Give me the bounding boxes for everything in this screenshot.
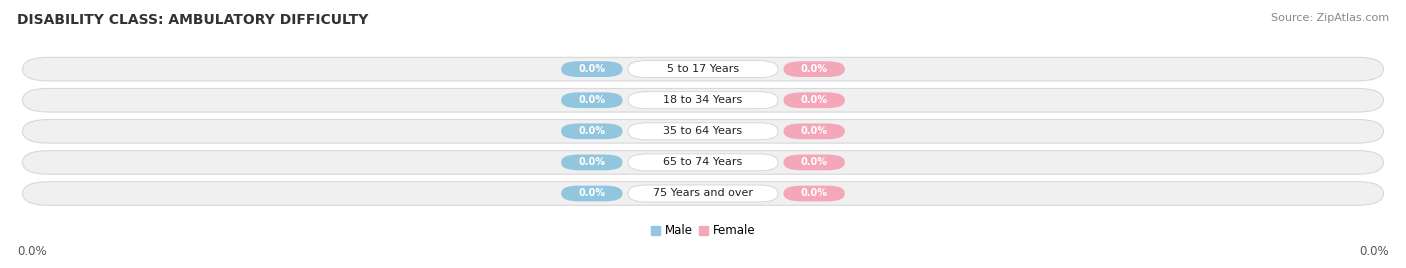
- Text: 65 to 74 Years: 65 to 74 Years: [664, 157, 742, 168]
- Legend: Male, Female: Male, Female: [651, 224, 755, 237]
- FancyBboxPatch shape: [783, 61, 845, 77]
- Text: 18 to 34 Years: 18 to 34 Years: [664, 95, 742, 105]
- Text: 75 Years and over: 75 Years and over: [652, 188, 754, 199]
- Text: 0.0%: 0.0%: [578, 95, 606, 105]
- FancyBboxPatch shape: [22, 151, 1384, 174]
- FancyBboxPatch shape: [561, 155, 623, 170]
- FancyBboxPatch shape: [783, 155, 845, 170]
- Text: DISABILITY CLASS: AMBULATORY DIFFICULTY: DISABILITY CLASS: AMBULATORY DIFFICULTY: [17, 13, 368, 27]
- FancyBboxPatch shape: [628, 92, 778, 109]
- FancyBboxPatch shape: [22, 88, 1384, 112]
- Text: 0.0%: 0.0%: [578, 64, 606, 74]
- FancyBboxPatch shape: [561, 124, 623, 139]
- Text: 0.0%: 0.0%: [578, 126, 606, 136]
- Text: 0.0%: 0.0%: [800, 188, 828, 199]
- FancyBboxPatch shape: [22, 57, 1384, 81]
- FancyBboxPatch shape: [628, 154, 778, 171]
- FancyBboxPatch shape: [22, 182, 1384, 205]
- Text: 0.0%: 0.0%: [800, 126, 828, 136]
- Text: 0.0%: 0.0%: [578, 157, 606, 168]
- FancyBboxPatch shape: [783, 124, 845, 139]
- FancyBboxPatch shape: [783, 186, 845, 201]
- FancyBboxPatch shape: [561, 92, 623, 108]
- FancyBboxPatch shape: [628, 185, 778, 202]
- FancyBboxPatch shape: [561, 186, 623, 201]
- FancyBboxPatch shape: [628, 123, 778, 140]
- Text: 0.0%: 0.0%: [800, 64, 828, 74]
- Text: 0.0%: 0.0%: [800, 95, 828, 105]
- Text: 0.0%: 0.0%: [800, 157, 828, 168]
- Text: 35 to 64 Years: 35 to 64 Years: [664, 126, 742, 136]
- Text: 0.0%: 0.0%: [578, 188, 606, 199]
- Text: 0.0%: 0.0%: [1360, 245, 1389, 258]
- FancyBboxPatch shape: [628, 61, 778, 78]
- Text: Source: ZipAtlas.com: Source: ZipAtlas.com: [1271, 13, 1389, 23]
- FancyBboxPatch shape: [783, 92, 845, 108]
- Text: 5 to 17 Years: 5 to 17 Years: [666, 64, 740, 74]
- FancyBboxPatch shape: [561, 61, 623, 77]
- Text: 0.0%: 0.0%: [17, 245, 46, 258]
- FancyBboxPatch shape: [22, 120, 1384, 143]
